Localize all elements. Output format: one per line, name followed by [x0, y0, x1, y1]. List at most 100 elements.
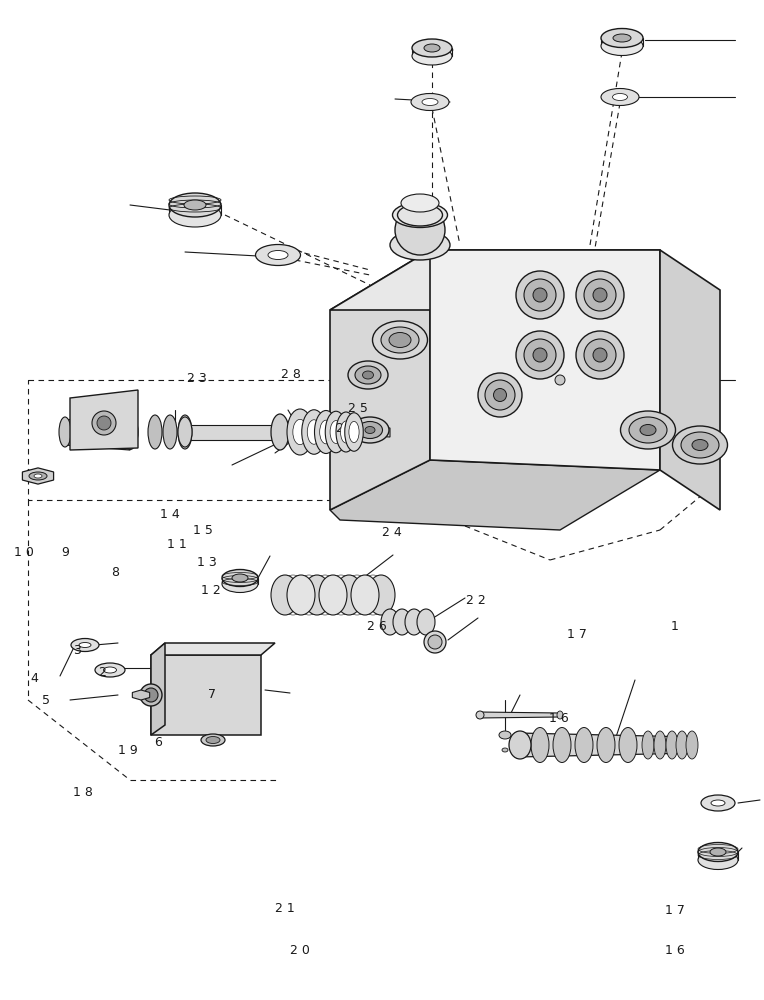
Ellipse shape [405, 609, 423, 635]
Ellipse shape [601, 28, 643, 47]
Ellipse shape [325, 411, 347, 453]
Ellipse shape [533, 348, 547, 362]
Ellipse shape [303, 575, 331, 615]
Ellipse shape [349, 421, 359, 443]
Text: 2: 2 [98, 666, 105, 678]
Polygon shape [151, 655, 261, 735]
Text: 1 6: 1 6 [549, 712, 568, 724]
Ellipse shape [593, 288, 607, 302]
Ellipse shape [478, 373, 522, 417]
Ellipse shape [411, 94, 449, 110]
Text: 6: 6 [154, 736, 162, 748]
Ellipse shape [417, 609, 435, 635]
Ellipse shape [681, 432, 719, 458]
Ellipse shape [122, 414, 138, 450]
Ellipse shape [268, 250, 288, 259]
Ellipse shape [315, 410, 338, 454]
Text: 2 5: 2 5 [348, 401, 367, 414]
Ellipse shape [692, 440, 708, 450]
Text: 2 2: 2 2 [466, 593, 486, 606]
Polygon shape [151, 643, 275, 655]
Ellipse shape [307, 420, 321, 444]
Ellipse shape [351, 575, 379, 615]
Ellipse shape [613, 94, 627, 101]
Ellipse shape [494, 388, 507, 401]
Ellipse shape [232, 574, 248, 582]
Polygon shape [65, 415, 130, 450]
Ellipse shape [29, 472, 47, 480]
Ellipse shape [95, 663, 125, 677]
Ellipse shape [428, 635, 442, 649]
Ellipse shape [553, 728, 571, 762]
Ellipse shape [97, 416, 111, 430]
Ellipse shape [255, 244, 300, 265]
Ellipse shape [148, 415, 162, 449]
Text: 2 1: 2 1 [275, 902, 295, 914]
Polygon shape [185, 425, 280, 440]
Ellipse shape [576, 271, 624, 319]
Ellipse shape [330, 421, 342, 443]
Ellipse shape [676, 731, 688, 759]
Ellipse shape [597, 728, 615, 762]
Ellipse shape [601, 36, 643, 55]
Ellipse shape [184, 200, 206, 210]
Text: 2 0: 2 0 [290, 944, 310, 958]
Text: 2 4: 2 4 [382, 526, 402, 538]
Ellipse shape [629, 417, 667, 443]
Ellipse shape [412, 39, 452, 57]
Ellipse shape [169, 193, 221, 217]
Text: 1: 1 [671, 619, 678, 633]
Ellipse shape [293, 419, 307, 445]
Ellipse shape [393, 609, 411, 635]
Ellipse shape [584, 339, 616, 371]
Ellipse shape [345, 413, 363, 451]
Ellipse shape [362, 371, 374, 379]
Polygon shape [660, 250, 720, 510]
Ellipse shape [206, 736, 220, 744]
Ellipse shape [222, 576, 258, 592]
Text: 3: 3 [73, 644, 80, 656]
Text: 8: 8 [111, 566, 118, 578]
Ellipse shape [531, 728, 549, 762]
Polygon shape [70, 390, 138, 450]
Ellipse shape [672, 426, 727, 464]
Ellipse shape [476, 711, 484, 719]
Ellipse shape [422, 99, 438, 105]
Ellipse shape [557, 711, 563, 719]
Ellipse shape [613, 34, 631, 42]
Ellipse shape [555, 375, 565, 385]
Ellipse shape [509, 731, 531, 759]
Ellipse shape [92, 411, 116, 435]
Ellipse shape [642, 731, 654, 759]
Polygon shape [518, 733, 695, 757]
Ellipse shape [319, 420, 332, 444]
Polygon shape [330, 250, 660, 310]
Ellipse shape [584, 279, 616, 311]
Ellipse shape [201, 734, 225, 746]
Ellipse shape [499, 731, 511, 739]
Ellipse shape [401, 194, 439, 212]
Ellipse shape [178, 417, 192, 447]
Ellipse shape [389, 332, 411, 348]
Ellipse shape [524, 279, 556, 311]
Text: 1 5: 1 5 [193, 524, 213, 538]
Ellipse shape [485, 380, 515, 410]
Polygon shape [22, 468, 53, 484]
Text: 7: 7 [208, 688, 215, 702]
Text: 1 1: 1 1 [167, 538, 186, 550]
Ellipse shape [287, 409, 313, 455]
Ellipse shape [412, 47, 452, 65]
Ellipse shape [575, 728, 593, 762]
Ellipse shape [502, 748, 508, 752]
Ellipse shape [271, 575, 299, 615]
Text: 1 0: 1 0 [14, 546, 34, 560]
Ellipse shape [516, 331, 564, 379]
Ellipse shape [654, 731, 666, 759]
Ellipse shape [169, 203, 221, 227]
Text: 1 7: 1 7 [567, 629, 587, 642]
Ellipse shape [103, 667, 116, 673]
Ellipse shape [533, 288, 547, 302]
Ellipse shape [341, 421, 351, 443]
Text: 4: 4 [31, 672, 38, 684]
Ellipse shape [711, 800, 725, 806]
